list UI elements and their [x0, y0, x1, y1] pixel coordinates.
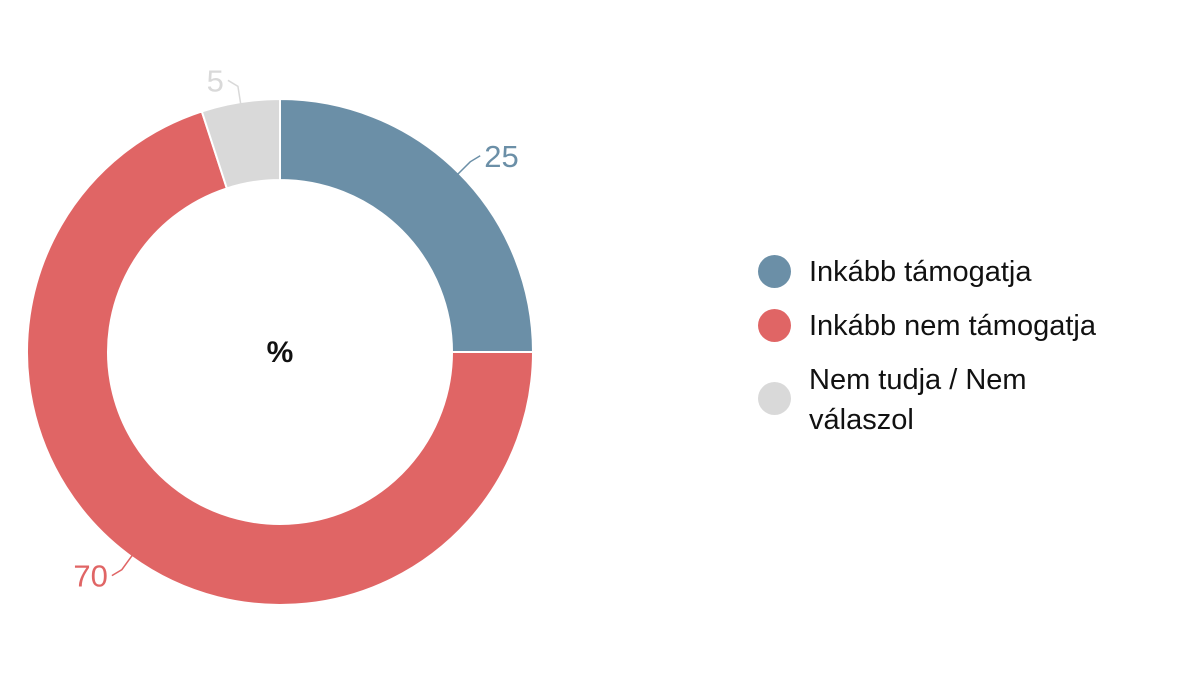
center-label: % [267, 336, 294, 369]
legend: Inkább támogatja Inkább nem támogatja Ne… [758, 252, 1178, 454]
legend-item-oppose: Inkább nem támogatja [758, 306, 1178, 346]
legend-swatch-unsure [758, 382, 791, 415]
legend-label-oppose: Inkább nem támogatja [809, 310, 1096, 342]
slice-unsure [200, 97, 281, 190]
legend-swatch-oppose [758, 309, 791, 342]
slice-oppose [26, 110, 535, 607]
value-label-support: 25 [484, 139, 518, 174]
legend-item-unsure: Nem tudja / Nem válaszol [758, 360, 1178, 440]
leader-line-oppose [111, 554, 134, 577]
legend-label-support: Inkább támogatja [809, 256, 1032, 288]
donut-chart: 25 70 5 % [26, 63, 535, 607]
legend-swatch-support [758, 255, 791, 288]
value-label-unsure: 5 [207, 63, 224, 98]
value-label-oppose: 70 [73, 559, 107, 594]
legend-label-unsure: Nem tudja / Nem válaszol [809, 364, 1027, 436]
slice-support [279, 97, 535, 353]
leader-line-support [456, 155, 481, 176]
legend-item-support: Inkább támogatja [758, 252, 1178, 292]
leader-line-unsure [227, 79, 242, 105]
